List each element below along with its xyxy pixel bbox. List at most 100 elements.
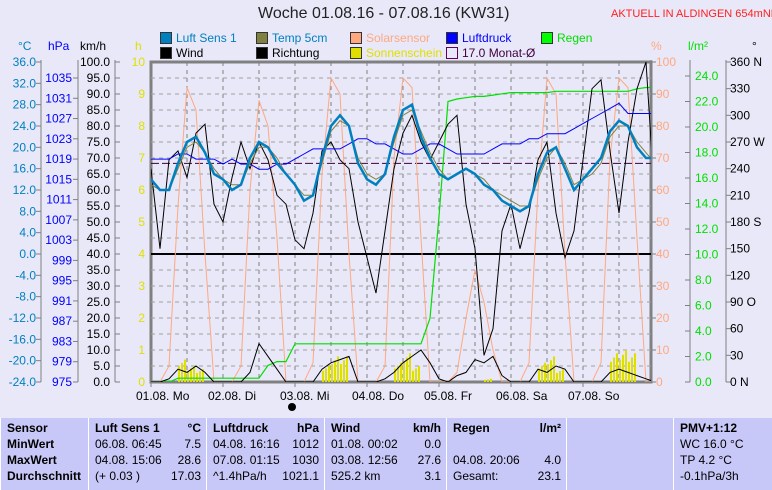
sunshine-bar — [394, 368, 396, 382]
table-row: 06.08. 06:45 7.5 — [95, 437, 201, 452]
tick-label-hpa: 999 — [52, 253, 72, 267]
legend-item-luft-sens-1[interactable]: Luft Sens 1 — [160, 31, 237, 45]
tick-label-celsius: -16.0 — [9, 332, 37, 346]
legend-item-richtung[interactable]: Richtung — [256, 46, 319, 60]
table-row: 01.08. 00:02 0.0 — [331, 437, 441, 452]
sunshine-bar — [562, 369, 564, 382]
tick-label-kmh: 100.0 — [80, 55, 110, 69]
tick-label-hpa: 987 — [52, 314, 72, 328]
legend-swatch — [256, 32, 268, 44]
tick-label-celsius: -12.0 — [9, 311, 37, 325]
table-row: 04.08. 20:06 4.0 — [453, 453, 561, 468]
tick-label-kmh: 10.0 — [87, 343, 111, 357]
legend-swatch — [160, 47, 172, 59]
sunshine-bar — [346, 356, 348, 382]
sunshine-bar — [403, 361, 405, 382]
cell-value: 4.0 — [544, 453, 561, 467]
table-row: 03.08. 12:56 27.6 — [331, 453, 441, 468]
tick-label-rain: 10.0 — [695, 248, 719, 262]
sunshine-bar — [196, 373, 198, 382]
sunshine-bar — [412, 370, 414, 382]
cell-label: (+ 0.03 ) — [95, 469, 141, 483]
legend-swatch — [350, 47, 362, 59]
legend-item-luftdruck[interactable]: Luftdruck — [446, 31, 511, 45]
tick-label-percent: 80 — [656, 119, 670, 133]
tick-label-hours: 0 — [138, 375, 145, 389]
tick-label-direction: 240 — [730, 162, 750, 176]
axis-unit-celsius: °C — [18, 39, 32, 53]
series-line-luft-sens-1 — [151, 102, 651, 213]
series-line-temp-5cm — [151, 109, 651, 207]
legend-label: Wind — [176, 46, 204, 60]
tick-label-percent: 20 — [656, 311, 670, 325]
tick-label-rain: 16.0 — [695, 171, 719, 185]
table-row — [453, 437, 561, 452]
tick-label-celsius: 20.0 — [13, 140, 37, 154]
tick-label-hpa: 991 — [52, 294, 72, 308]
legend-item-sonnenschein[interactable]: Sonnenschein — [350, 46, 442, 60]
legend-item-wind[interactable]: Wind — [160, 46, 203, 60]
tick-label-hpa: 995 — [52, 274, 72, 288]
legend-label: Solarsensor — [366, 31, 431, 45]
cell-label: Regen — [453, 421, 490, 435]
tick-label-hours: 5 — [138, 215, 145, 229]
sunshine-bar — [406, 357, 408, 382]
tick-label-direction: 90 O — [730, 295, 756, 309]
cell-label: Wind — [331, 421, 361, 435]
sunshine-bar — [631, 357, 633, 382]
tick-label-direction: 120 — [730, 268, 750, 282]
legend-item-regen[interactable]: Regen — [541, 31, 592, 45]
legend-item-solarsensor[interactable]: Solarsensor — [350, 31, 430, 45]
tick-label-celsius: 36.0 — [13, 55, 37, 69]
tick-label-hpa: 1035 — [45, 71, 72, 85]
cell-label: MinWert — [7, 437, 55, 451]
tick-label-celsius: -24.0 — [9, 375, 37, 389]
tick-label-percent: 90 — [656, 87, 670, 101]
tick-label-hours: 6 — [138, 183, 145, 197]
location-link[interactable]: AKTUELL IN ALDINGEN 654mNN — [611, 8, 772, 20]
sunshine-bar — [553, 356, 555, 382]
sunshine-bar — [550, 360, 552, 382]
legend-label: Regen — [557, 31, 593, 45]
tick-label-direction: 180 S — [730, 215, 761, 229]
legend-item-17-0-monat-[interactable]: 17.0 Monat-Ø — [446, 46, 535, 60]
table-column-0: Sensor MinWert MaxWert Durchschnitt — [0, 418, 89, 490]
sunshine-bar — [331, 364, 333, 382]
sunshine-bar — [400, 362, 402, 382]
table-row: TP 4.2 °C — [680, 453, 767, 468]
tick-label-celsius: 8.0 — [19, 204, 36, 218]
tick-label-celsius: -4.0 — [15, 268, 36, 282]
tick-label-hours: 3 — [138, 279, 145, 293]
tick-label-hpa: 1003 — [45, 233, 72, 247]
tick-label-rain: 20.0 — [695, 120, 719, 134]
cell-value: °C — [187, 421, 201, 435]
sunshine-bar — [634, 353, 636, 382]
tick-label-hpa: 1019 — [45, 152, 72, 166]
sunshine-bar — [178, 366, 180, 382]
cell-value: km/h — [412, 421, 441, 435]
sunshine-bar — [547, 364, 549, 382]
tick-label-direction: 0 N — [730, 375, 749, 389]
tick-label-celsius: 24.0 — [13, 119, 37, 133]
legend-label: Luftdruck — [462, 31, 512, 45]
sunshine-bar — [343, 360, 345, 382]
cell-value: 17.03 — [170, 469, 201, 483]
tick-label-kmh: 30.0 — [87, 279, 111, 293]
sunshine-bar — [622, 354, 624, 382]
tick-label-rain: 14.0 — [695, 197, 719, 211]
tick-label-hours: 4 — [138, 247, 145, 261]
table-column-3: Wind km/h 01.08. 00:02 0.0 03.08. 12:56 27.6 5… — [324, 418, 447, 490]
sunshine-bar — [340, 364, 342, 382]
cell-label: 525.2 km — [331, 469, 381, 483]
tick-label-direction: 360 N — [730, 55, 762, 69]
tick-label-hpa: 979 — [52, 355, 72, 369]
sunshine-bar — [613, 357, 615, 382]
tick-label-hpa: 1015 — [45, 172, 72, 186]
legend-item-temp-5cm[interactable]: Temp 5cm — [256, 31, 327, 45]
legend-swatch — [160, 32, 172, 44]
tick-label-hours: 10 — [132, 55, 146, 69]
x-tick-label: 02.08. Di — [208, 389, 256, 403]
tick-label-rain: 22.0 — [695, 95, 719, 109]
tick-label-celsius: 32.0 — [13, 76, 37, 90]
table-header: PMV+1:12 — [680, 421, 767, 436]
